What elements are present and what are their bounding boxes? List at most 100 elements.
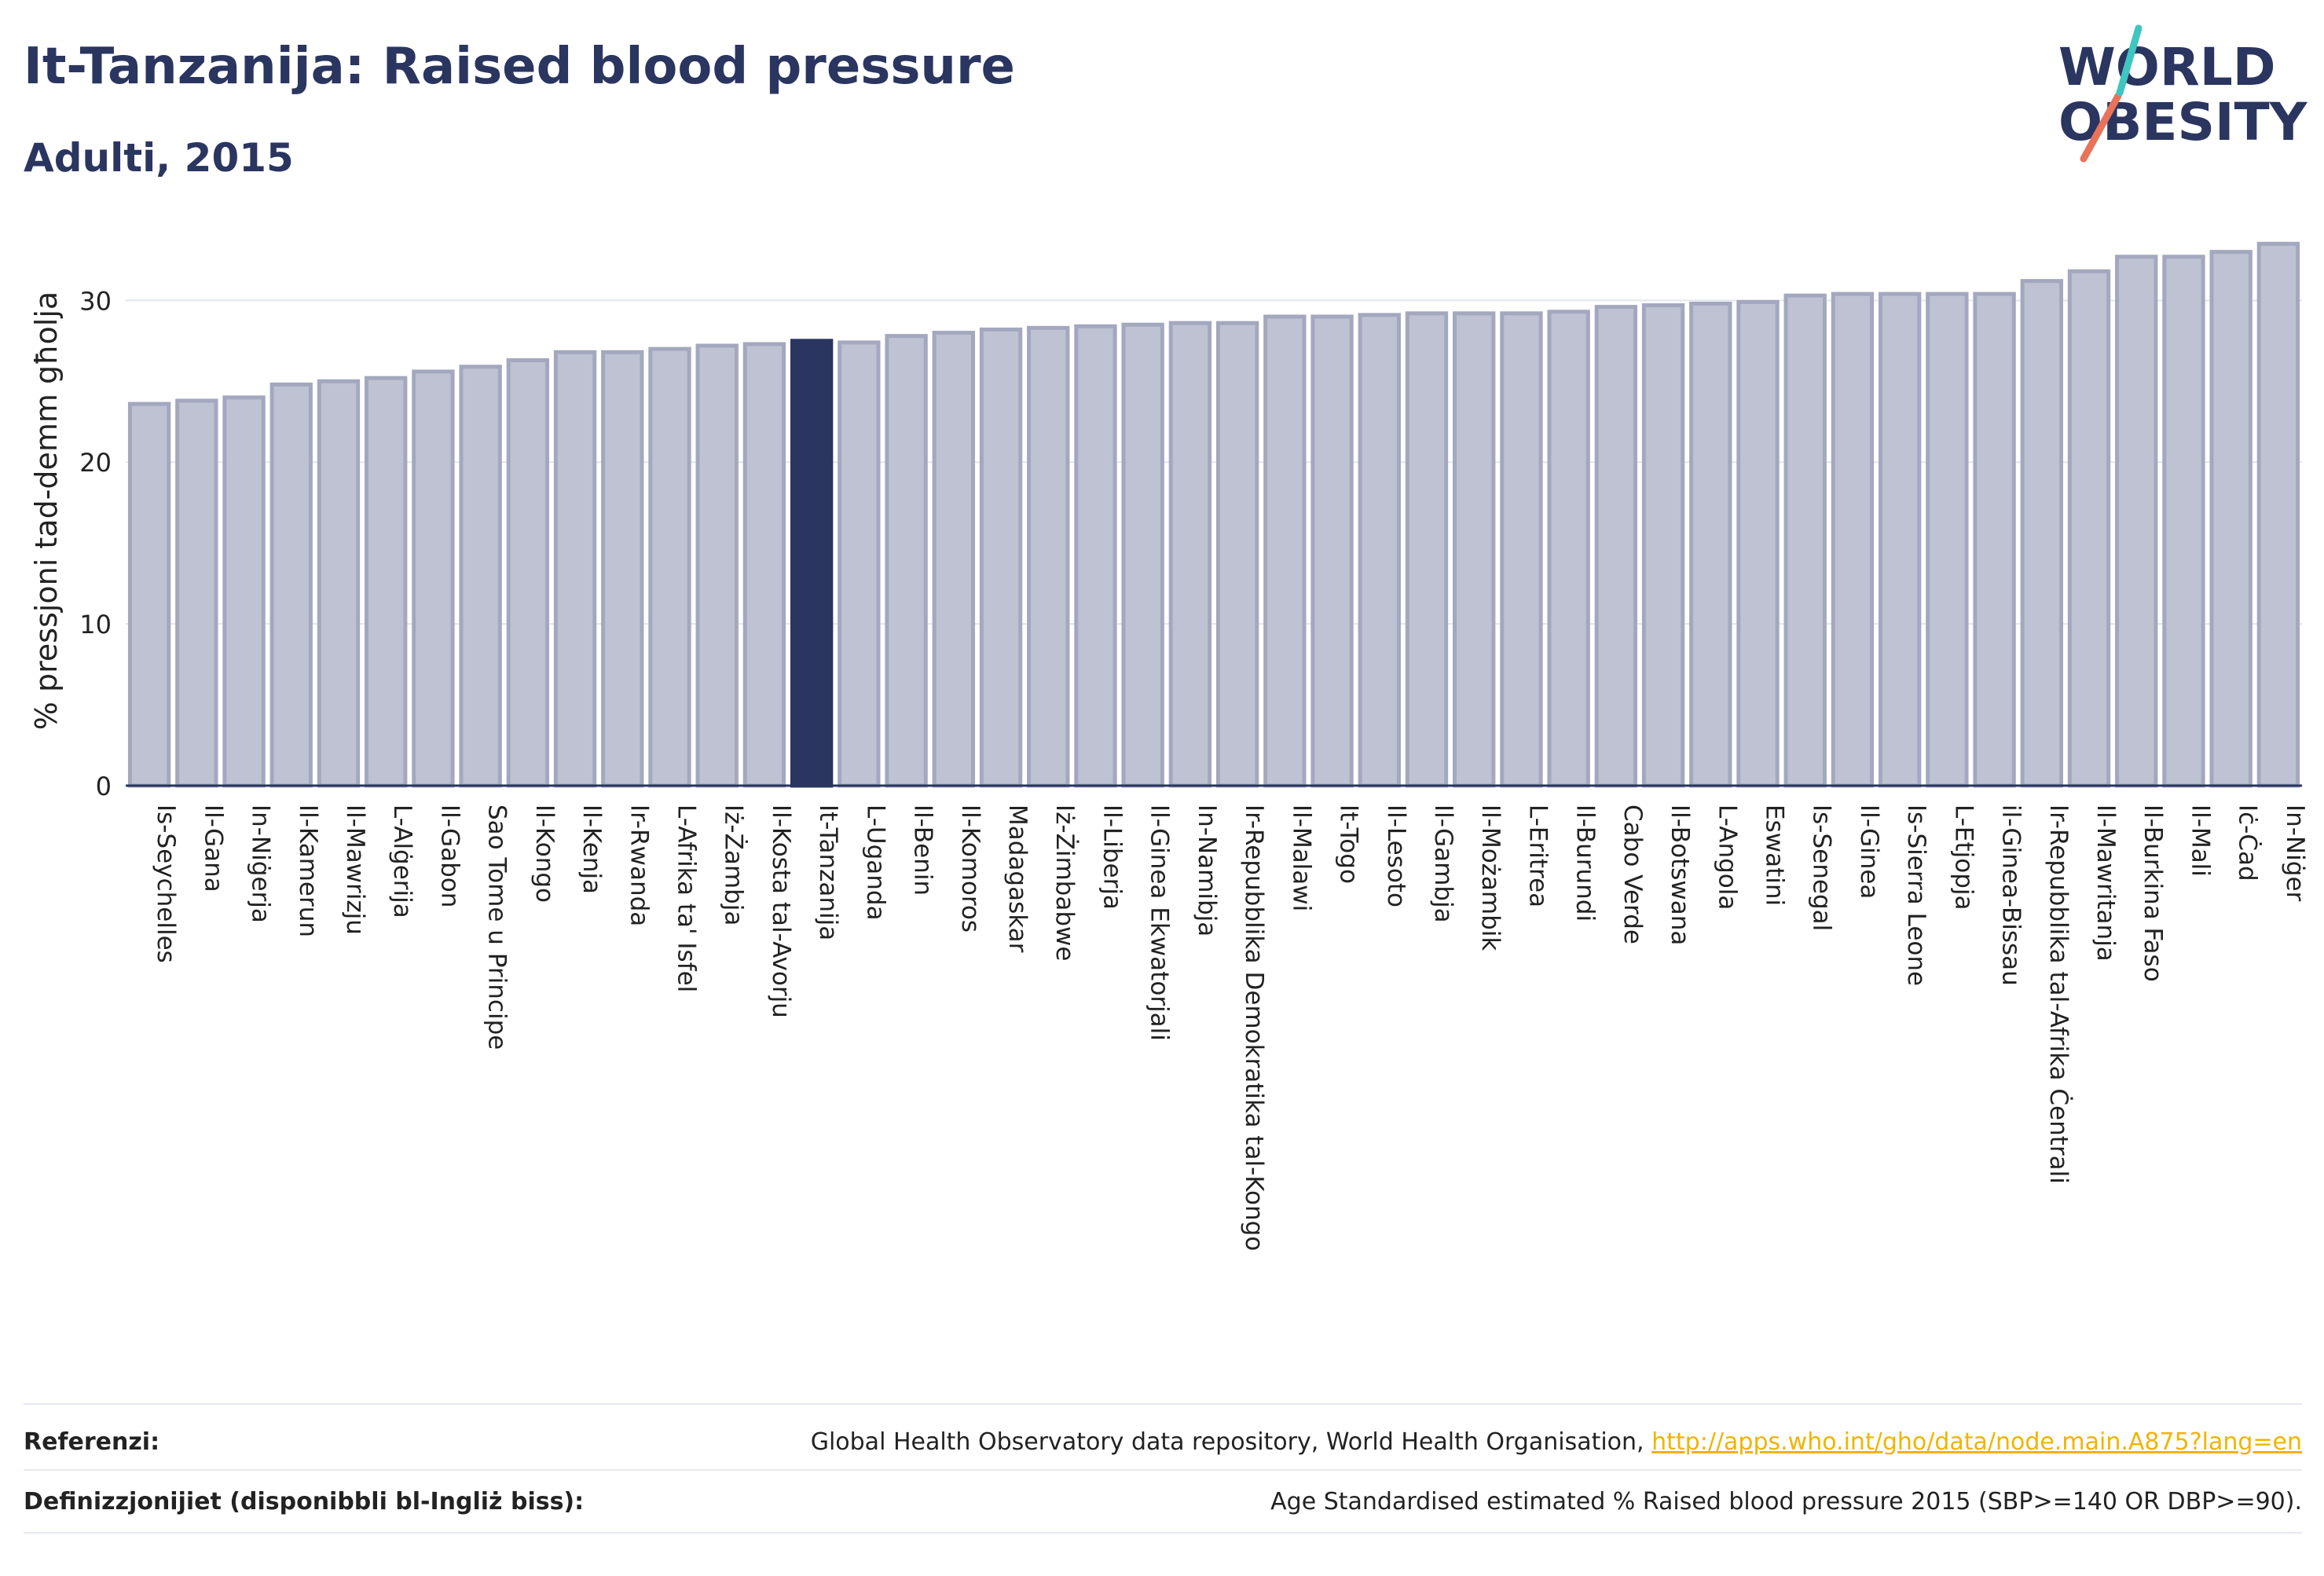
x-tick-label: Il-Gana (199, 804, 227, 892)
x-tick-label: Ir-Repubblika tal-Afrika Ċentrali (2044, 804, 2073, 1184)
y-tick-label: 30 (79, 286, 112, 316)
bar (1926, 291, 1969, 788)
bar (459, 365, 502, 788)
x-tick-label: Il-Ginea (1855, 804, 1883, 899)
definitions-label: Definizzjonijiet (disponibbli bl-Ingliż … (24, 1487, 585, 1516)
bar (1121, 322, 1164, 788)
bar (2209, 250, 2253, 788)
bar (1500, 311, 1543, 788)
y-tick-label: 0 (96, 772, 112, 801)
bar (1263, 314, 1307, 788)
bar (553, 350, 597, 788)
x-tick-label: Il-Możambik (1476, 804, 1505, 951)
bar (2162, 255, 2205, 788)
y-axis-label: % pressjoni tad-demm għolja (29, 291, 64, 730)
x-tick-label: Il-Malawi (1287, 804, 1315, 911)
x-tick-label: Iż-Żambja (720, 804, 748, 925)
y-tick-label: 20 (79, 448, 112, 478)
x-tick-label: Il-Kamerun (294, 804, 322, 937)
x-tick-label: In-Niġerja (247, 804, 275, 923)
x-tick-label: Il-Kenja (577, 804, 606, 894)
bar (932, 331, 975, 788)
x-tick-label: Il-Gambja (1429, 804, 1457, 923)
bar (1215, 321, 1259, 788)
x-tick-label: L-Uganda (861, 804, 889, 921)
x-tick-label: Il-Mawritanja (2091, 804, 2120, 962)
bar (1074, 324, 1117, 788)
bar (2115, 255, 2158, 788)
x-tick-label: In-Niġer (2281, 804, 2309, 902)
bar (648, 346, 691, 788)
bar (127, 401, 171, 788)
bar (885, 334, 928, 788)
y-tick-label: 10 (79, 610, 112, 640)
bar (1783, 293, 1827, 788)
bar (1689, 301, 1732, 788)
x-tick-label: Is-Seychelles (152, 804, 180, 963)
x-tick-label: Il-Lesoto (1382, 804, 1410, 907)
x-tick-label: In-Namibja (1193, 804, 1221, 936)
x-tick-label: It-Tanzanija (814, 804, 842, 940)
x-tick-label: Il-Mali (2186, 804, 2214, 877)
references-label: Referenzi: (24, 1428, 160, 1456)
footer-divider-top (24, 1403, 2302, 1405)
bar (1831, 291, 1875, 788)
bar (365, 376, 408, 788)
bar (175, 398, 218, 788)
bar (2067, 269, 2111, 788)
bar-chart: 0 10 20 30 % pressjoni tad-demm għolja Is-Sey… (29, 241, 2309, 1251)
bar (1027, 325, 1070, 788)
definitions-text: Age Standardised estimated % Raised bloo… (1270, 1487, 2302, 1516)
x-tick-label: L-Afrika ta' Isfel (673, 804, 701, 992)
x-tick-label: L-Angola (1713, 804, 1741, 910)
bar (269, 382, 313, 788)
x-tick-label: Eswatini (1761, 804, 1789, 906)
references-text: Global Health Observatory data repositor… (810, 1428, 1644, 1456)
x-tick-label: Il-Kosta tal-Avorju (767, 804, 795, 1018)
references-value: Global Health Observatory data repositor… (811, 1428, 2302, 1456)
bar (222, 395, 266, 788)
x-tick-label: Iż-Żimbabwe (1050, 804, 1079, 961)
x-tick-label: Is-Senegal (1808, 804, 1836, 931)
x-tick-label: Iċ-Ċad (2234, 804, 2263, 881)
x-tick-label: Il-Burkina Faso (2139, 804, 2167, 982)
x-tick-label: Sao Tome u Principe (483, 804, 511, 1050)
bar (1310, 314, 1354, 788)
x-tick-label: Il-Botswana (1666, 804, 1694, 945)
definitions-row: Definizzjonijiet (disponibbli bl-Ingliż … (24, 1474, 2302, 1529)
x-tick-label: Il-Mawrizju (341, 804, 369, 935)
x-tick-label: L-Etjopja (1949, 804, 1978, 911)
bar (838, 340, 881, 788)
references-link[interactable]: http://apps.who.int/gho/data/node.main.A… (1651, 1428, 2302, 1456)
bar (601, 350, 644, 788)
footer-divider-middle (24, 1469, 2302, 1471)
bar (1878, 291, 1922, 788)
bar (412, 369, 455, 788)
page-title: It-Tanzanija: Raised blood pressure (24, 38, 1015, 96)
x-tick-label: L-Eritrea (1523, 804, 1552, 907)
x-tick-label: Ir-Repubblika Demokratika tal-Kongo (1240, 804, 1268, 1251)
bar (1453, 311, 1496, 788)
bar (1736, 299, 1780, 788)
x-tick-label: Madagaskar (1003, 804, 1032, 953)
bar (979, 327, 1023, 788)
x-tick-label: Il-Kongo (530, 804, 559, 903)
x-tick-label: L-Alġerija (388, 804, 416, 918)
bar (1594, 305, 1638, 788)
x-tick-label: il-Ginea-Bissau (1997, 804, 2025, 986)
bar (1168, 321, 1212, 788)
x-tick-label: It-Togo (1335, 804, 1363, 884)
bar (2020, 279, 2063, 788)
x-tick-label: Ir-Rwanda (625, 804, 653, 926)
bar (695, 343, 739, 788)
references-row: Referenzi: Global Health Observatory dat… (24, 1414, 2302, 1469)
x-tick-label: Is-Sierra Leone (1902, 804, 1930, 986)
world-obesity-logo: WORLD OBESITY (2058, 24, 2308, 163)
bar (1358, 313, 1401, 788)
bar (1973, 291, 2016, 788)
bar (1405, 311, 1449, 788)
x-tick-label: Il-Ginea Ekwatorjali (1146, 804, 1174, 1041)
bar (1547, 310, 1590, 788)
logo-text-world: WORLD (2058, 37, 2276, 97)
x-tick-label: Il-Benin (909, 804, 937, 896)
